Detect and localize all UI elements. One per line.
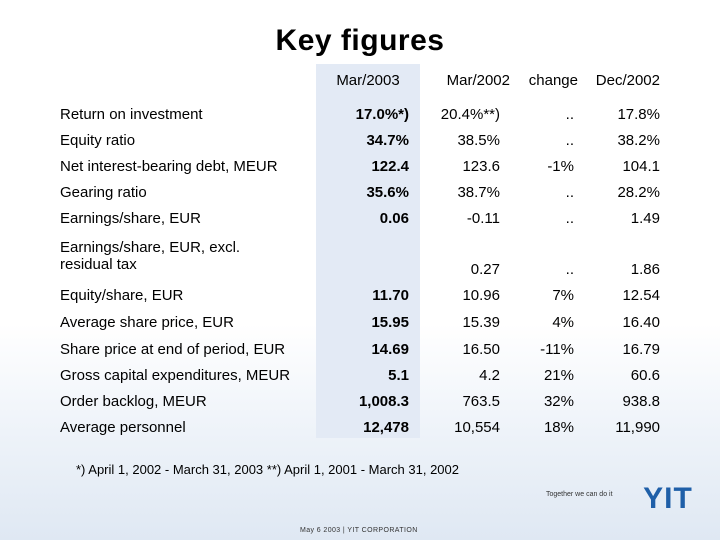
value-dec2002: 12.54	[622, 287, 660, 304]
value-dec2002: 60.6	[630, 367, 660, 384]
value-mar2003: 35.6%	[366, 184, 409, 201]
value-mar2002: 10,554	[454, 419, 500, 436]
row-label: Equity/share, EUR	[60, 287, 184, 304]
value-mar2003: 14.69	[371, 341, 409, 358]
row-label: Share price at end of period, EUR	[60, 341, 286, 358]
value-mar2002: -0.11	[466, 210, 500, 227]
value-mar2003: 11.70	[372, 287, 409, 304]
row-label: Earnings/share, EUR	[60, 210, 201, 227]
value-mar2002: 38.7%	[457, 184, 500, 201]
row-label: Average share price, EUR	[60, 314, 234, 331]
row-label: Average personnel	[60, 419, 186, 436]
value-mar2003: 122.4	[371, 158, 409, 175]
value-mar2003: 1,008.3	[358, 393, 409, 410]
slide-footer: May 6 2003 | YIT CORPORATION	[300, 527, 418, 534]
value-mar2002: 38.5%	[457, 132, 500, 149]
value-mar2002: 123.6	[462, 158, 500, 175]
value-change: ..	[565, 132, 574, 149]
value-mar2002: 763.5	[462, 393, 500, 410]
value-mar2002: 15.39	[462, 314, 500, 331]
row-label: Equity ratio	[60, 132, 136, 149]
tagline: Together we can do it	[546, 491, 613, 498]
value-dec2002: 1.49	[630, 210, 660, 227]
row-label: Net interest-bearing debt, MEUR	[60, 158, 278, 175]
value-dec2002: 28.2%	[617, 184, 660, 201]
row-label: Gross capital expenditures, MEUR	[60, 367, 291, 384]
value-change: ..	[565, 106, 574, 123]
value-change: 21%	[543, 367, 574, 384]
row-label: Order backlog, MEUR	[60, 393, 207, 410]
row-label: Gearing ratio	[60, 184, 147, 201]
value-change: -11%	[540, 341, 574, 358]
value-dec2002: 17.8%	[617, 106, 660, 123]
value-mar2002: 16.50	[462, 341, 500, 358]
value-dec2002: 11,990	[615, 419, 660, 436]
value-mar2003: 5.1	[388, 367, 409, 384]
value-dec2002: 38.2%	[617, 132, 660, 149]
column-header-mar2003: Mar/2003	[336, 72, 400, 89]
column-header-dec2002: Dec/2002	[595, 72, 660, 89]
value-change: 32%	[543, 393, 574, 410]
logo-text: YIT	[643, 482, 693, 514]
yit-logo-icon: YIT	[643, 482, 693, 514]
value-dec2002: 104.1	[622, 158, 660, 175]
value-change: -1%	[547, 158, 574, 175]
value-dec2002: 938.8	[622, 393, 660, 410]
value-mar2003: 12,478	[363, 419, 409, 436]
value-mar2003: 0.06	[379, 210, 409, 227]
value-change: ..	[565, 261, 574, 278]
column-header-mar2002: Mar/2002	[446, 72, 510, 89]
value-mar2003: 34.7%	[366, 132, 409, 149]
value-dec2002: 16.79	[622, 341, 660, 358]
value-change: ..	[565, 184, 574, 201]
value-mar2002: 0.27	[470, 261, 500, 278]
current-period-highlight	[316, 64, 420, 438]
value-mar2002: 10.96	[462, 287, 500, 304]
value-dec2002: 16.40	[622, 314, 660, 331]
value-mar2002: 4.2	[479, 367, 500, 384]
value-mar2002: 20.4%**)	[440, 106, 500, 123]
value-change: 18%	[543, 419, 574, 436]
page-title: Key figures	[275, 24, 445, 57]
value-change: 7%	[552, 287, 574, 304]
value-change: 4%	[552, 314, 574, 331]
value-change: ..	[565, 210, 574, 227]
row-label: Return on investment	[60, 106, 203, 123]
value-mar2003: 17.0%*)	[355, 106, 409, 123]
value-dec2002: 1.86	[630, 261, 660, 278]
row-label: Earnings/share, EUR, excl. residual tax	[60, 239, 241, 273]
column-header-change: change	[528, 72, 578, 89]
value-mar2003: 15.95	[371, 314, 409, 331]
footnote: *) April 1, 2002 - March 31, 2003 **) Ap…	[76, 462, 459, 477]
